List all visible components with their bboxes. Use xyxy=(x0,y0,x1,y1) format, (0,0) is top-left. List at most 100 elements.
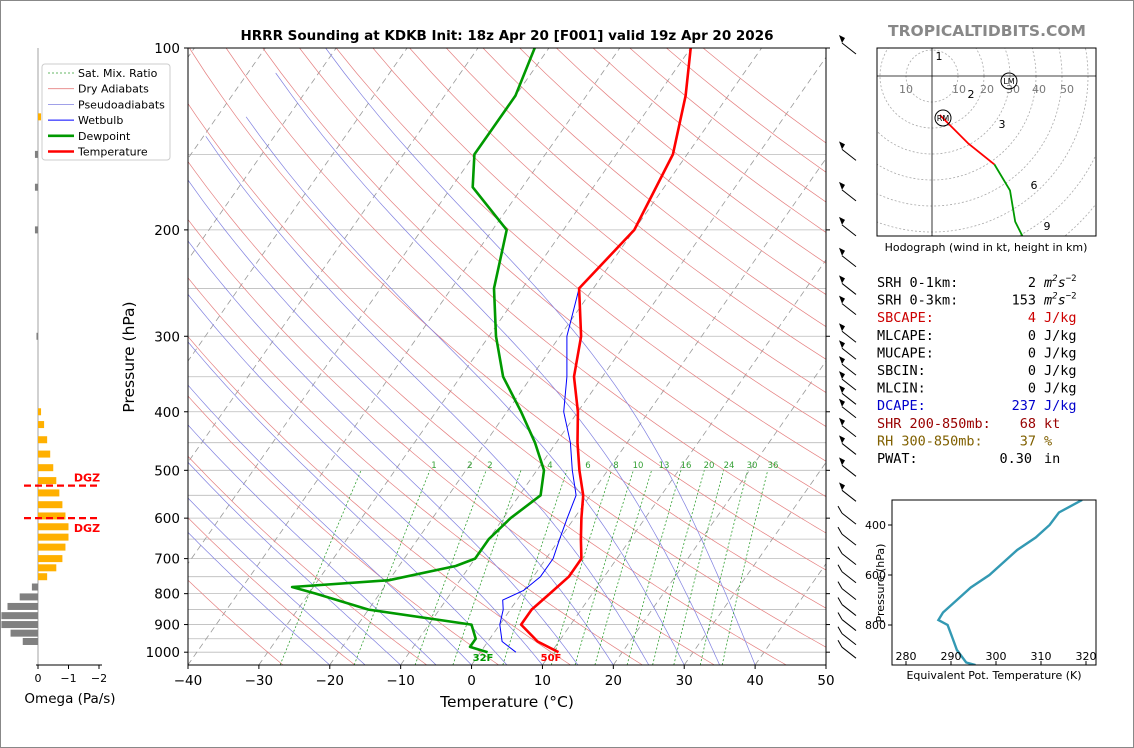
hodo-ring-label: 30 xyxy=(1006,83,1020,96)
wind-barb-flag xyxy=(839,340,845,349)
wind-barb xyxy=(841,553,857,565)
mixing-ratio-label: 16 xyxy=(681,461,692,471)
wind-barb xyxy=(841,149,857,161)
y-tick-label: 500 xyxy=(154,463,180,479)
dry-adiabat xyxy=(225,48,826,571)
x-tick-label: −30 xyxy=(245,673,274,689)
omega-bar xyxy=(1,612,38,620)
isotherm-line xyxy=(471,157,826,665)
wind-barb-feather xyxy=(837,639,843,648)
isotherm-line xyxy=(754,563,826,665)
omega-bar xyxy=(38,555,63,563)
dry-adiabat xyxy=(188,579,284,665)
param-unit: in xyxy=(1044,451,1060,467)
wind-barb xyxy=(841,283,857,295)
wind-barb xyxy=(841,392,857,405)
param-unit: J/kg xyxy=(1044,398,1077,414)
param-unit: J/kg xyxy=(1044,328,1077,344)
wind-barb-feather xyxy=(837,505,843,514)
wind-barb-feather xyxy=(837,564,843,572)
figure-title: HRRR Sounding at KDKB Init: 18z Apr 20 [… xyxy=(240,28,773,44)
mixing-ratio-line xyxy=(452,470,522,665)
dry-adiabat xyxy=(188,277,643,665)
x-tick-label: 0 xyxy=(467,673,476,689)
x-tick-label: 40 xyxy=(747,673,764,689)
dry-adiabat xyxy=(372,48,826,427)
moist-adiabat xyxy=(188,497,366,665)
dry-adiabat xyxy=(482,48,826,328)
legend-label: Temperature xyxy=(77,146,148,159)
hodo-height-label: 3 xyxy=(999,118,1006,131)
theta-frame xyxy=(891,499,1097,666)
series-temperature xyxy=(519,48,692,654)
param-label: MLCIN: xyxy=(877,381,926,397)
wind-barb-feather xyxy=(837,581,843,589)
hodo-marker-circle xyxy=(934,109,952,127)
isotherm-line xyxy=(400,56,826,665)
omega-bar xyxy=(31,583,38,591)
hodo-ring-label: 50 xyxy=(1060,83,1074,96)
dgz-label: DGZ xyxy=(74,522,100,535)
theta-e-panel: 400 600 800 280 290 300 310 320 Equivalent Pot. … xyxy=(865,499,1097,682)
wind-barb-flag xyxy=(839,216,845,225)
hodo-ring-label: 10 xyxy=(952,83,966,96)
wind-barb-flag xyxy=(839,181,845,190)
dry-adiabat xyxy=(189,48,826,609)
param-value: 2 xyxy=(1028,275,1036,291)
isotherm-line xyxy=(258,48,692,665)
theta-x-tick-label: 300 xyxy=(986,650,1007,663)
annotation-32f: 32F xyxy=(473,653,494,664)
mixing-ratio-line xyxy=(574,470,634,665)
legend-label: Wetbulb xyxy=(78,114,123,127)
param-label: SRH 0-3km: xyxy=(877,293,958,309)
omega-axis-label: Omega (Pa/s) xyxy=(24,691,115,707)
param-label: PWAT: xyxy=(877,451,918,467)
param-label: SHR 200-850mb: xyxy=(877,416,991,432)
omega-bar xyxy=(38,543,66,551)
omega-bar xyxy=(38,523,69,531)
dry-adiabat xyxy=(262,48,826,534)
hodograph-panel: 10 10 20 30 40 50 1 2 3 6 9 LM RM Hodograph (wind in … xyxy=(876,47,1097,254)
wind-barb xyxy=(841,619,857,631)
theta-x-tick-label: 320 xyxy=(1076,650,1097,663)
wind-barb-flag xyxy=(839,435,845,444)
mixing-ratio-label: 36 xyxy=(768,461,779,471)
omega-bar xyxy=(7,602,38,610)
param-label: MUCAPE: xyxy=(877,345,934,361)
isotherm-line xyxy=(542,259,826,665)
dry-adiabat xyxy=(188,395,499,665)
x-tick-label: −10 xyxy=(386,673,415,689)
moist-adiabat xyxy=(188,384,472,665)
wind-barb xyxy=(841,604,857,616)
mixing-ratio-line xyxy=(502,470,568,665)
wind-barb-flag xyxy=(839,275,845,284)
skewt-plot-area: 1 2 2 4 6 8 10 13 16 20 24 30 36 xyxy=(188,48,826,665)
legend: Sat. Mix. Ratio Dry Adiabats Pseudoadiabat… xyxy=(41,63,171,161)
wind-barb xyxy=(841,489,857,502)
mixing-ratio-label: 10 xyxy=(633,461,644,471)
theta-area xyxy=(936,500,1083,665)
param-label: RH 300-850mb: xyxy=(877,433,983,449)
wind-barb-feather xyxy=(837,526,843,535)
wind-barb xyxy=(841,646,857,659)
param-unit: m2s−2 xyxy=(1043,292,1077,309)
wind-barb-feather xyxy=(837,626,843,634)
y-tick-label: 800 xyxy=(154,587,180,603)
y-tick-label: 600 xyxy=(154,511,180,527)
omega-bar xyxy=(38,573,48,581)
mixing-ratio-line xyxy=(699,470,749,665)
param-value: 0 xyxy=(1028,363,1036,379)
param-unit: J/kg xyxy=(1044,363,1077,379)
wind-barb xyxy=(841,330,857,343)
wind-barb-flag xyxy=(839,371,845,380)
param-label: MLCAPE: xyxy=(877,328,934,344)
hodo-caption: Hodograph (wind in kt, height in km) xyxy=(885,241,1088,254)
moist-adiabat xyxy=(245,116,685,665)
legend-label: Dry Adiabats xyxy=(78,83,149,96)
mixing-ratio-label: 6 xyxy=(585,461,590,471)
moist-adiabat xyxy=(188,240,579,665)
wind-barb xyxy=(841,464,857,477)
brand-text: TROPICALTIDBITS.COM xyxy=(888,22,1086,40)
